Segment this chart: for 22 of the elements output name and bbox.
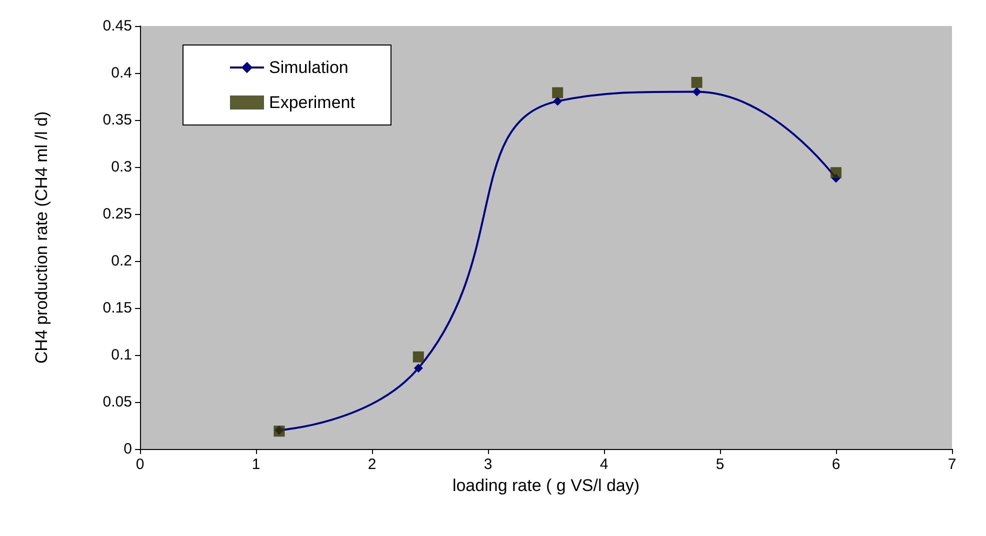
legend-label: Experiment — [269, 93, 356, 112]
x-tick-label: 6 — [832, 456, 840, 473]
y-axis-title: CH4 production rate (CH4 ml /l d) — [32, 111, 51, 364]
x-tick-label: 1 — [252, 456, 260, 473]
x-tick-label: 5 — [716, 456, 724, 473]
y-tick-label: 0.15 — [102, 300, 132, 316]
y-tick-label: 0.3 — [111, 158, 132, 176]
x-tick-label: 3 — [484, 456, 492, 473]
x-axis-title: loading rate ( g VS/l day) — [452, 476, 640, 495]
y-tick-label: 0 — [124, 440, 132, 458]
x-tick-label: 0 — [136, 456, 144, 473]
y-tick-label: 0.2 — [111, 252, 132, 270]
x-tick-label: 2 — [368, 456, 376, 473]
y-tick-label: 0.05 — [102, 394, 132, 410]
legend-label: Simulation — [269, 58, 348, 77]
y-tick-label: 0.4 — [111, 64, 132, 82]
y-tick-label: 0.35 — [102, 112, 132, 128]
x-tick-label: 7 — [948, 456, 956, 473]
y-tick-label: 0.45 — [102, 18, 132, 34]
y-tick-label: 0.25 — [102, 206, 132, 222]
y-tick-label: 0.1 — [111, 346, 132, 364]
x-tick-label: 4 — [600, 456, 608, 473]
